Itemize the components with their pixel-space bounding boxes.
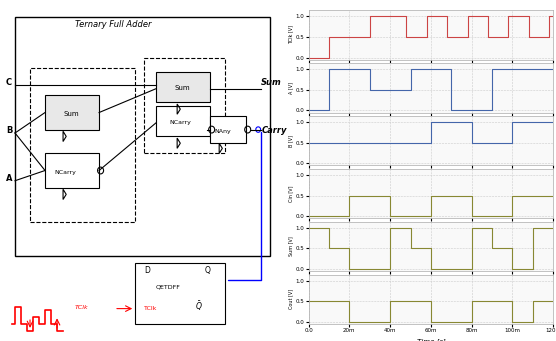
- Text: Carry: Carry: [261, 126, 287, 135]
- FancyBboxPatch shape: [156, 72, 210, 102]
- Text: Q: Q: [204, 266, 210, 275]
- FancyBboxPatch shape: [135, 263, 225, 324]
- Y-axis label: B [V]: B [V]: [288, 135, 293, 147]
- Text: NAny: NAny: [215, 129, 231, 134]
- Y-axis label: Sum [V]: Sum [V]: [288, 237, 293, 256]
- Text: Sum: Sum: [174, 85, 190, 91]
- FancyBboxPatch shape: [210, 116, 246, 143]
- Text: TClk: TClk: [75, 305, 89, 310]
- Text: NCarry: NCarry: [170, 120, 191, 125]
- FancyBboxPatch shape: [45, 153, 99, 188]
- Text: TClk: TClk: [144, 306, 157, 311]
- Text: D: D: [144, 266, 150, 275]
- Text: Sum: Sum: [261, 78, 282, 87]
- Bar: [30, 68, 135, 222]
- X-axis label: Time [s]: Time [s]: [416, 339, 445, 341]
- Text: Ternary Full Adder: Ternary Full Adder: [75, 20, 152, 29]
- Y-axis label: TClk [V]: TClk [V]: [288, 26, 293, 44]
- FancyBboxPatch shape: [156, 106, 210, 136]
- Text: C: C: [6, 78, 12, 87]
- FancyBboxPatch shape: [15, 17, 270, 256]
- Y-axis label: A [V]: A [V]: [288, 82, 293, 94]
- Text: B: B: [6, 126, 12, 135]
- Text: NCarry: NCarry: [54, 170, 76, 175]
- Bar: [144, 58, 225, 153]
- Text: Sum: Sum: [63, 111, 79, 117]
- Y-axis label: Cin [V]: Cin [V]: [288, 185, 293, 202]
- Y-axis label: Cout [V]: Cout [V]: [288, 289, 293, 309]
- Text: $\bar{Q}$: $\bar{Q}$: [195, 300, 203, 313]
- FancyBboxPatch shape: [45, 95, 99, 130]
- Text: A: A: [6, 174, 12, 183]
- Text: QETDFF: QETDFF: [156, 284, 181, 289]
